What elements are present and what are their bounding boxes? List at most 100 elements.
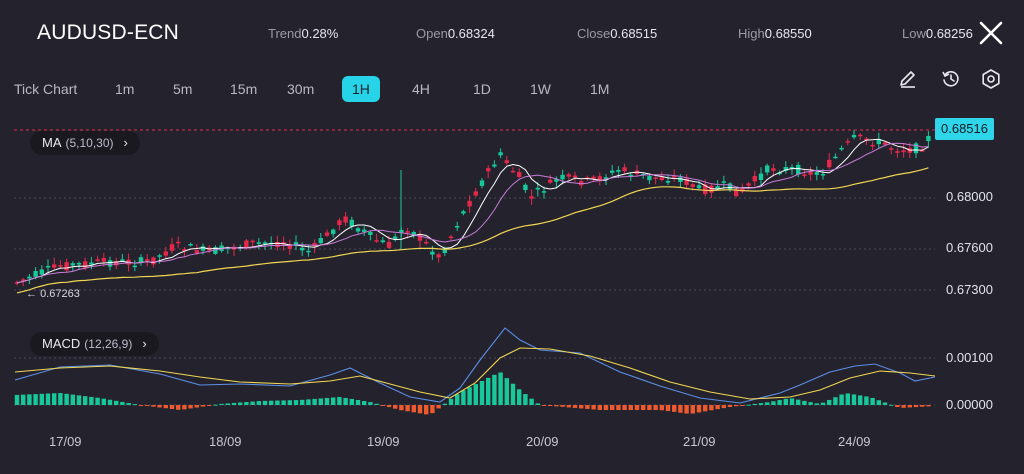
candle-body bbox=[194, 250, 199, 254]
macd-histogram-bar bbox=[461, 390, 466, 405]
candle-body bbox=[182, 249, 187, 252]
close-stat: Close0.68515 bbox=[577, 26, 658, 41]
tab-5m[interactable]: 5m bbox=[173, 81, 193, 97]
macd-indicator-pill[interactable]: MACD (12,26,9) › bbox=[30, 332, 159, 356]
candle-body bbox=[411, 232, 416, 236]
macd-histogram-bar bbox=[374, 403, 379, 405]
macd-histogram-bar bbox=[424, 405, 429, 415]
macd-histogram-bar bbox=[647, 405, 652, 410]
candle-body bbox=[306, 250, 311, 253]
macd-histogram-bar bbox=[337, 397, 342, 405]
tab-15m[interactable]: 15m bbox=[230, 81, 258, 97]
macd-histogram-bar bbox=[27, 394, 32, 405]
macd-histogram-bar bbox=[796, 399, 801, 405]
candle-body bbox=[374, 240, 379, 242]
macd-histogram-bar bbox=[901, 405, 906, 408]
candle-body bbox=[380, 240, 385, 243]
macd-histogram-bar bbox=[479, 381, 485, 405]
pencil-icon[interactable] bbox=[897, 68, 919, 90]
candle-body bbox=[324, 232, 330, 236]
tab-1d[interactable]: 1D bbox=[473, 81, 491, 97]
tab-1m-month[interactable]: 1M bbox=[590, 81, 610, 97]
tab-1w[interactable]: 1W bbox=[530, 81, 551, 97]
macd-histogram-bar bbox=[777, 400, 782, 405]
macd-histogram-bar bbox=[318, 398, 323, 405]
candle-body bbox=[895, 151, 900, 153]
macd-histogram-bar bbox=[585, 405, 590, 409]
macd-histogram-bar bbox=[21, 394, 26, 405]
macd-histogram-bar bbox=[548, 405, 553, 406]
candle-body bbox=[300, 247, 305, 251]
candle-body bbox=[839, 148, 844, 150]
candle-body bbox=[355, 228, 361, 232]
settings-icon[interactable] bbox=[980, 68, 1002, 90]
trend-stat: Trend0.28% bbox=[268, 26, 339, 41]
macd-histogram-bar bbox=[684, 405, 689, 414]
candle-body bbox=[808, 171, 813, 175]
candle-body bbox=[672, 176, 677, 178]
candle-body bbox=[386, 241, 392, 248]
candle-body bbox=[473, 191, 478, 196]
candle-body bbox=[814, 172, 819, 175]
candle-body bbox=[678, 177, 683, 182]
macd-histogram-bar bbox=[510, 383, 516, 405]
tab-1h[interactable]: 1H bbox=[342, 76, 380, 102]
tab-4h[interactable]: 4H bbox=[412, 81, 430, 97]
candle-body bbox=[76, 262, 82, 265]
macd-histogram-bar bbox=[827, 399, 832, 405]
macd-histogram-bar bbox=[907, 405, 912, 408]
candle-body bbox=[312, 243, 317, 247]
tab-tick-chart[interactable]: Tick Chart bbox=[14, 81, 78, 97]
macd-histogram-bar bbox=[306, 399, 311, 405]
ma-indicator-pill[interactable]: MA (5,10,30) › bbox=[30, 131, 140, 155]
tab-1m[interactable]: 1m bbox=[115, 81, 135, 97]
candle-body bbox=[486, 168, 491, 172]
macd-histogram-bar bbox=[213, 404, 218, 406]
macd-histogram-bar bbox=[442, 403, 447, 405]
price-tick-label: 0.67300 bbox=[946, 282, 993, 297]
macd-histogram-bar bbox=[715, 405, 720, 410]
candle-body bbox=[740, 188, 745, 192]
ma-name: MA bbox=[42, 135, 62, 150]
open-stat: Open0.68324 bbox=[416, 26, 495, 41]
candle-body bbox=[616, 169, 621, 172]
candle-body bbox=[461, 211, 466, 214]
candle-body bbox=[653, 177, 658, 179]
macd-histogram-bar bbox=[758, 403, 764, 405]
history-icon[interactable] bbox=[940, 68, 962, 90]
macd-histogram-bar bbox=[473, 384, 478, 405]
macd-histogram-bar bbox=[176, 405, 181, 410]
candle-body bbox=[566, 174, 571, 177]
macd-histogram-bar bbox=[399, 405, 404, 411]
macd-histogram-bar bbox=[281, 400, 286, 405]
macd-tick-label: 0.00100 bbox=[946, 350, 993, 365]
macd-histogram-bar bbox=[653, 405, 658, 410]
candle-body bbox=[101, 257, 106, 262]
macd-histogram-bar bbox=[163, 405, 168, 409]
macd-histogram-bar bbox=[182, 405, 187, 410]
candle-body bbox=[83, 261, 88, 268]
candle-body bbox=[802, 174, 807, 176]
tab-30m[interactable]: 30m bbox=[287, 81, 315, 97]
macd-histogram-bar bbox=[300, 399, 305, 405]
macd-histogram-bar bbox=[89, 396, 94, 405]
macd-histogram-bar bbox=[448, 398, 454, 405]
candle-body bbox=[752, 175, 757, 182]
candle-body bbox=[684, 178, 689, 185]
macd-histogram-bar bbox=[529, 398, 534, 405]
close-icon[interactable] bbox=[978, 20, 1004, 46]
macd-histogram-bar bbox=[238, 402, 243, 405]
candle-body bbox=[417, 234, 423, 241]
macd-histogram-bar bbox=[721, 405, 726, 409]
candle-body bbox=[455, 226, 460, 228]
date-tick-label: 21/09 bbox=[683, 434, 716, 449]
candle-body bbox=[498, 152, 503, 156]
period-low-marker: ← 0.67263 bbox=[26, 288, 80, 300]
macd-histogram-bar bbox=[752, 403, 757, 405]
date-tick-label: 18/09 bbox=[209, 434, 242, 449]
macd-histogram-bar bbox=[622, 405, 627, 410]
macd-histogram-bar bbox=[362, 401, 367, 405]
candle-body bbox=[703, 184, 708, 194]
candle-body bbox=[331, 229, 336, 235]
